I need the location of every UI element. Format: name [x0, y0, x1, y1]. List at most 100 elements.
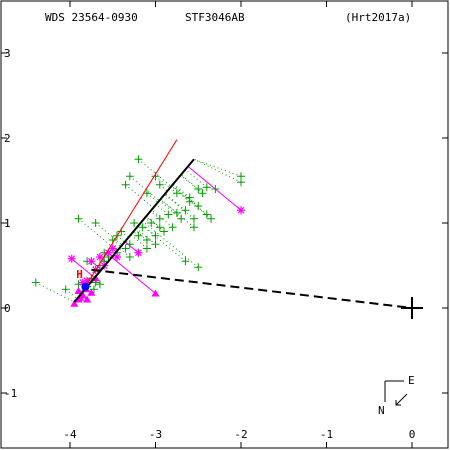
triangle-point	[87, 288, 96, 296]
plus-point	[198, 189, 207, 198]
alternate-orbit-line	[78, 139, 178, 299]
residual-line	[103, 252, 112, 259]
residual-line	[180, 174, 203, 194]
asterisk-point	[134, 248, 143, 257]
plus-point	[125, 172, 134, 181]
asterisk-point	[67, 254, 76, 263]
plus-point	[74, 214, 83, 223]
residual-line	[78, 218, 118, 252]
compass-motion-arrow	[395, 393, 408, 406]
plus-point	[160, 227, 169, 236]
plus-point	[121, 244, 130, 253]
plus-point	[155, 180, 164, 189]
plus-point	[211, 185, 220, 193]
residual-line	[142, 220, 199, 268]
residual-line	[159, 184, 168, 192]
line-of-nodes	[91, 268, 413, 309]
triangle-point	[78, 291, 87, 299]
orbit-line	[73, 158, 195, 303]
asterisk-point-d2	[109, 245, 117, 252]
plus-point	[91, 219, 100, 227]
plus-point	[125, 240, 134, 249]
plus-point	[207, 214, 216, 223]
plus-point	[177, 214, 186, 223]
plus-point	[168, 223, 177, 232]
plus-point	[121, 180, 130, 189]
residual-line	[187, 165, 242, 211]
residual-line	[144, 217, 152, 224]
plus-point	[237, 172, 245, 181]
discoverer-label: STF3046AB	[185, 11, 245, 24]
residual-line	[120, 231, 129, 238]
plus-point	[155, 223, 164, 232]
plus-point	[134, 155, 143, 164]
asterisk-point-d2	[113, 253, 121, 261]
asterisk-point-d2	[134, 249, 142, 257]
residual-line	[171, 185, 212, 220]
compass-arrow-head	[395, 400, 401, 406]
asterisk-point	[87, 257, 96, 266]
x-tick-label: -4	[63, 428, 77, 441]
plus-point	[142, 236, 151, 244]
axis-tick-labels: -4 -3 -2 -1 0 3 2 1 0 -1	[4, 47, 415, 441]
residual-line	[151, 209, 173, 228]
asterisk-point-d2	[237, 206, 245, 214]
residual-line	[95, 222, 123, 246]
plus-point	[130, 219, 139, 227]
wds-id-label: WDS 23564-0930	[45, 11, 138, 24]
plus-point	[194, 202, 203, 210]
reference-label: (Hrt2017a)	[345, 11, 411, 24]
triangle-point	[151, 289, 160, 297]
residual-line	[193, 158, 242, 177]
residual-line	[112, 239, 122, 248]
plus-point	[147, 219, 156, 227]
primary-star-marker	[401, 297, 423, 319]
plus-point	[151, 240, 160, 249]
plus-point	[164, 210, 173, 219]
residual-line	[86, 260, 101, 273]
y-tick-label: 0	[4, 302, 11, 315]
companion-position	[81, 282, 90, 291]
h-marker-label: H	[76, 268, 83, 281]
triangle-point	[83, 295, 92, 303]
compass-north-label: N	[378, 404, 385, 417]
residual-line	[160, 198, 195, 228]
y-tick-label: -1	[4, 387, 17, 400]
residual-line	[116, 235, 125, 243]
plus-point	[202, 210, 211, 219]
x-tick-label: 0	[409, 428, 416, 441]
plus-point	[185, 197, 194, 206]
plus-point	[189, 223, 198, 232]
orbit-lines	[73, 139, 413, 309]
plus-point	[202, 183, 211, 192]
residual-line	[158, 200, 182, 220]
residual-line	[172, 184, 199, 207]
residual-line	[135, 227, 156, 245]
asterisk-point-d2	[87, 257, 95, 265]
plus-point	[181, 257, 190, 266]
x-tick-label: -2	[234, 428, 247, 441]
plus-point	[155, 214, 164, 223]
y-tick-label: 3	[4, 47, 11, 60]
compass: E N	[378, 374, 415, 417]
plus-point	[194, 185, 203, 193]
asterisk-point	[95, 253, 104, 261]
x-tick-label: -1	[320, 428, 333, 441]
residual-line	[170, 186, 191, 203]
y-tick-label: 1	[4, 217, 11, 230]
residual-line	[93, 278, 101, 285]
plus-point	[61, 285, 70, 294]
plus-point	[172, 189, 181, 198]
plus-point	[125, 253, 134, 261]
plus-point	[172, 208, 181, 217]
residual-line	[185, 169, 208, 188]
plus-point	[31, 278, 40, 287]
plus-point	[151, 231, 160, 240]
plus-point	[142, 189, 151, 198]
plus-point	[134, 231, 143, 240]
compass-east-label: E	[408, 374, 415, 387]
